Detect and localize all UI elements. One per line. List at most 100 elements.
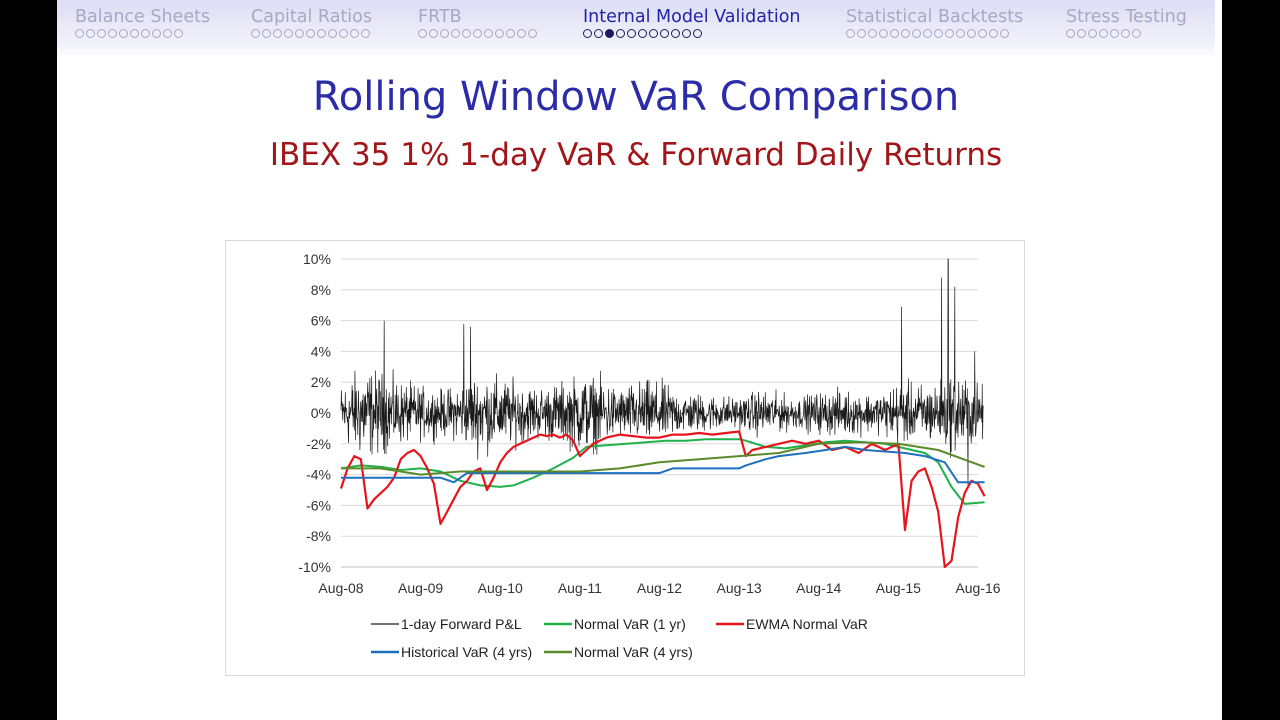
slide-dot[interactable] <box>108 29 117 38</box>
slide-title: Rolling Window VaR Comparison <box>312 74 960 120</box>
slide-subtitle: IBEX 35 1% 1-day VaR & Forward Daily Ret… <box>269 137 1003 173</box>
slide-dot[interactable] <box>317 29 326 38</box>
slide-dot[interactable] <box>967 29 976 38</box>
nav-progress-dots <box>1066 29 1187 38</box>
slide-dot[interactable] <box>119 29 128 38</box>
slide-dot[interactable] <box>890 29 899 38</box>
slide-dot[interactable] <box>1110 29 1119 38</box>
nav-section-balance-sheets[interactable]: Balance Sheets <box>75 6 210 38</box>
y-tick-label: 0% <box>311 405 331 421</box>
slide-dot[interactable] <box>956 29 965 38</box>
slide-dot[interactable] <box>649 29 658 38</box>
slide-dot[interactable] <box>451 29 460 38</box>
slide-dot[interactable] <box>174 29 183 38</box>
slide-dot[interactable] <box>418 29 427 38</box>
slide-dot[interactable] <box>484 29 493 38</box>
slide-dot[interactable] <box>295 29 304 38</box>
legend-label: Normal VaR (1 yr) <box>574 616 686 632</box>
slide-dot[interactable] <box>978 29 987 38</box>
slide-dot[interactable] <box>429 29 438 38</box>
slide-dot[interactable] <box>262 29 271 38</box>
slide-dot[interactable] <box>517 29 526 38</box>
y-tick-label: 6% <box>311 313 331 329</box>
y-tick-label: 10% <box>303 251 331 267</box>
nav-section-internal-model-validation[interactable]: Internal Model Validation <box>583 6 801 38</box>
slide-dot[interactable] <box>923 29 932 38</box>
nav-section-frtb[interactable]: FRTB <box>418 6 537 38</box>
current-slide-dot[interactable] <box>605 29 614 38</box>
slide-dot[interactable] <box>693 29 702 38</box>
slide-dot[interactable] <box>339 29 348 38</box>
slide-dot[interactable] <box>462 29 471 38</box>
slide-dot[interactable] <box>328 29 337 38</box>
nav-section-capital-ratios[interactable]: Capital Ratios <box>251 6 372 38</box>
slide-dot[interactable] <box>682 29 691 38</box>
slide-dot[interactable] <box>660 29 669 38</box>
slide-dot[interactable] <box>857 29 866 38</box>
slide-dot[interactable] <box>945 29 954 38</box>
slide-dot[interactable] <box>306 29 315 38</box>
x-tick-label: Aug-09 <box>398 580 443 596</box>
legend-label: Historical VaR (4 yrs) <box>401 644 532 660</box>
nav-section-label: Capital Ratios <box>251 7 372 27</box>
slide-dot[interactable] <box>97 29 106 38</box>
slide-dot[interactable] <box>846 29 855 38</box>
slide-dot[interactable] <box>616 29 625 38</box>
slide-dot[interactable] <box>671 29 680 38</box>
slide-dot[interactable] <box>1000 29 1009 38</box>
slide-dot[interactable] <box>141 29 150 38</box>
slide-dot[interactable] <box>350 29 359 38</box>
slide-dot[interactable] <box>86 29 95 38</box>
slide-dot[interactable] <box>273 29 282 38</box>
nav-progress-dots <box>418 29 537 38</box>
slide-dot[interactable] <box>528 29 537 38</box>
slide-dot[interactable] <box>1066 29 1075 38</box>
slide-dot[interactable] <box>284 29 293 38</box>
slide-dot[interactable] <box>440 29 449 38</box>
slide-dot[interactable] <box>1121 29 1130 38</box>
y-tick-label: -8% <box>306 528 331 544</box>
series-line-historical-var-4-yrs <box>341 445 985 484</box>
slide-dot[interactable] <box>594 29 603 38</box>
nav-progress-dots <box>846 29 1023 38</box>
y-tick-label: 4% <box>311 343 331 359</box>
nav-section-stress-testing[interactable]: Stress Testing <box>1066 6 1187 38</box>
slide-dot[interactable] <box>251 29 260 38</box>
slide-dot[interactable] <box>583 29 592 38</box>
slide-dot[interactable] <box>1088 29 1097 38</box>
slide-dot[interactable] <box>989 29 998 38</box>
x-tick-label: Aug-11 <box>558 580 602 596</box>
nav-section-label: FRTB <box>418 7 462 27</box>
y-tick-label: -4% <box>306 467 331 483</box>
slide-dot[interactable] <box>506 29 515 38</box>
slide-dot[interactable] <box>638 29 647 38</box>
slide-dot[interactable] <box>75 29 84 38</box>
slide-dot[interactable] <box>130 29 139 38</box>
slide-dot[interactable] <box>934 29 943 38</box>
x-tick-label: Aug-10 <box>478 580 523 596</box>
nav-progress-dots <box>583 29 801 38</box>
legend-label: EWMA Normal VaR <box>746 616 868 632</box>
legend-label: 1-day Forward P&L <box>401 616 522 632</box>
slide-dot[interactable] <box>1132 29 1141 38</box>
slide-dot[interactable] <box>163 29 172 38</box>
slide-dot[interactable] <box>901 29 910 38</box>
slide-dot[interactable] <box>1077 29 1086 38</box>
slide-dot[interactable] <box>868 29 877 38</box>
nav-section-statistical-backtests[interactable]: Statistical Backtests <box>846 6 1023 38</box>
slide-dot[interactable] <box>152 29 161 38</box>
nav-progress-dots <box>251 29 372 38</box>
slide-dot[interactable] <box>912 29 921 38</box>
slide-dot[interactable] <box>473 29 482 38</box>
chart-canvas: 10% 8% 6% 4% 2% 0% -2% -4% -6% -8% -10% Aug-08 Aug-0… <box>298 251 1000 660</box>
slide-dot[interactable] <box>1099 29 1108 38</box>
slide-dot[interactable] <box>361 29 370 38</box>
slide-dot[interactable] <box>627 29 636 38</box>
slide-dot[interactable] <box>495 29 504 38</box>
series-line-ewma-normal-var <box>339 430 986 569</box>
nav-progress-dots <box>75 29 210 38</box>
x-tick-label: Aug-12 <box>637 580 682 596</box>
nav-section-label: Statistical Backtests <box>846 7 1024 27</box>
slide-dot[interactable] <box>879 29 888 38</box>
y-tick-label: -6% <box>306 497 331 513</box>
